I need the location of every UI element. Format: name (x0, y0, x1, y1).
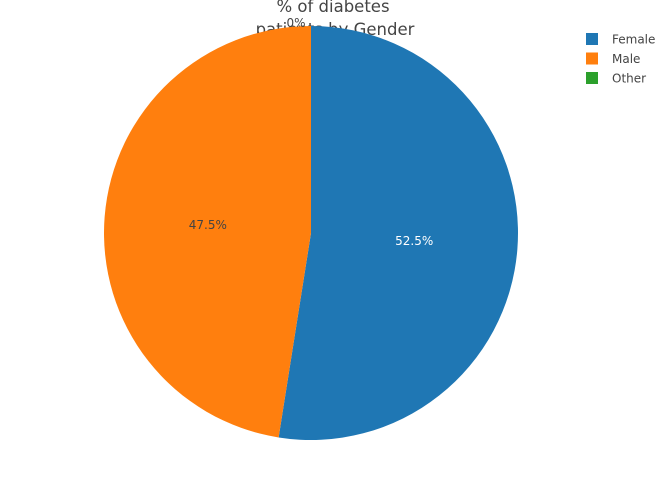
legend-label-female: Female (612, 33, 655, 47)
legend[interactable]: Female Male Other (586, 33, 655, 86)
legend-swatch-other (586, 72, 598, 84)
pie-slice-male[interactable] (104, 26, 311, 438)
legend-item-male[interactable]: Male (586, 52, 640, 66)
slice-label-female: 52.5% (395, 234, 433, 248)
legend-swatch-female (586, 33, 598, 45)
slice-label-other: 0% (286, 16, 305, 30)
chart-title-line-1: % of diabetes (276, 0, 389, 16)
slice-label-male: 47.5% (189, 218, 227, 232)
legend-label-male: Male (612, 52, 640, 66)
legend-label-other: Other (612, 72, 646, 86)
legend-item-other[interactable]: Other (586, 72, 646, 86)
legend-swatch-male (586, 52, 598, 65)
legend-item-female[interactable]: Female (586, 33, 655, 47)
pie-slices (104, 26, 519, 441)
pie-slice-labels: 52.5% 47.5% 0% (189, 16, 434, 248)
pie-slice-female[interactable] (278, 26, 519, 441)
